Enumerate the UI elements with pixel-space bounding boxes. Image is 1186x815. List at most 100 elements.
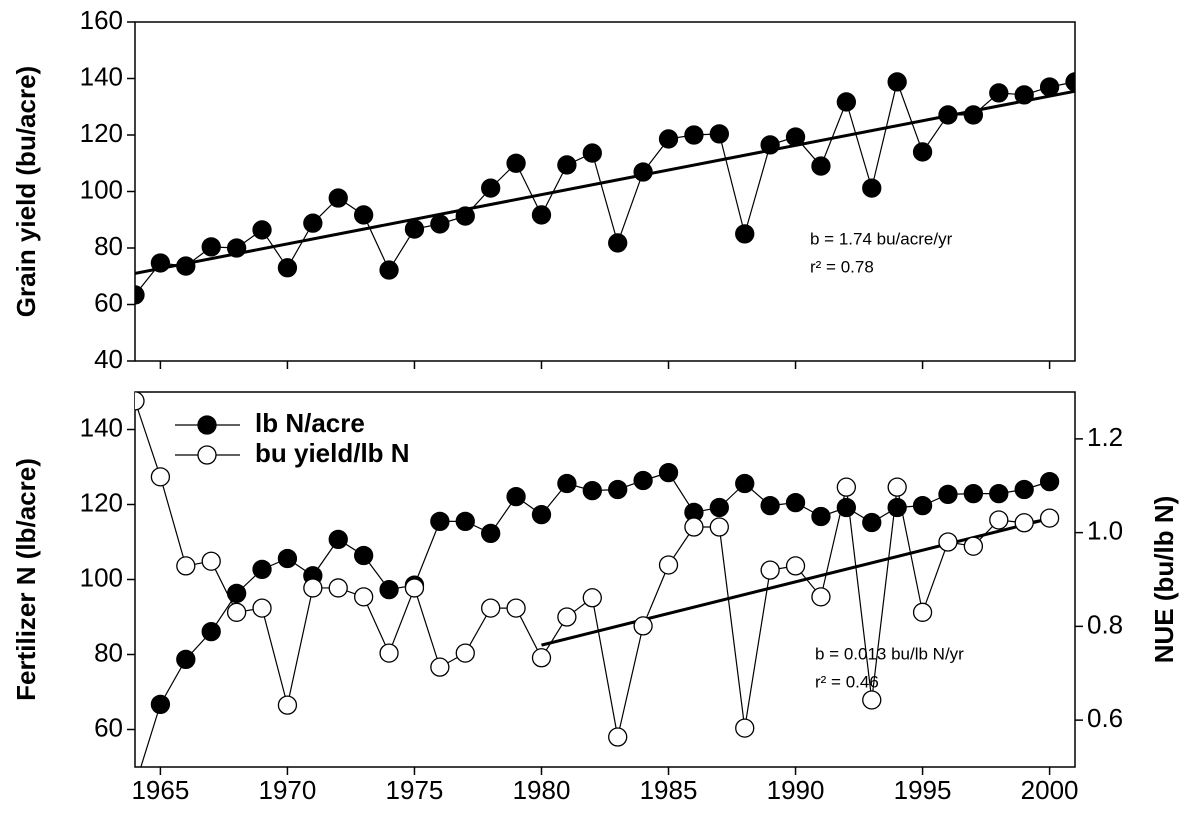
x-tick-label: 1965 <box>131 775 189 805</box>
data-point <box>709 497 729 518</box>
y-tick-label: 140 <box>80 61 123 91</box>
data-point <box>557 155 577 175</box>
data-point <box>735 224 755 244</box>
data-point <box>608 479 628 500</box>
data-point <box>785 492 806 513</box>
data-point <box>277 258 298 278</box>
annotation: b = 0.013 bu/lb N/yr <box>815 644 964 663</box>
y-axis-title: Grain yield (bu/acre) <box>11 66 41 317</box>
data-point <box>226 238 247 258</box>
data-point <box>887 72 907 92</box>
data-point <box>1039 508 1060 528</box>
y-tick-label: 120 <box>80 118 123 148</box>
data-point <box>912 495 933 516</box>
data-point <box>226 602 247 622</box>
data-point <box>811 156 831 176</box>
data-point <box>379 260 399 280</box>
data-point <box>912 142 933 162</box>
data-point <box>135 392 145 411</box>
data-point <box>963 105 984 125</box>
data-point <box>303 578 323 598</box>
annotation: r² = 0.78 <box>810 257 874 276</box>
data-point <box>938 105 958 125</box>
data-point <box>1014 479 1034 500</box>
data-point <box>938 484 958 505</box>
data-point <box>963 483 984 504</box>
data-point <box>1039 77 1060 97</box>
y-tick-label: 60 <box>94 712 123 742</box>
data-point <box>658 555 679 575</box>
x-tick-label: 1970 <box>259 775 317 805</box>
series-line <box>135 79 1075 296</box>
data-point <box>430 657 450 677</box>
data-point <box>506 486 526 507</box>
data-point <box>226 583 247 604</box>
data-point <box>760 560 780 580</box>
legend-marker <box>197 445 217 465</box>
data-point <box>353 205 374 225</box>
data-point <box>481 178 501 198</box>
x-tick-label: 1990 <box>767 775 825 805</box>
data-point <box>989 83 1009 103</box>
data-point <box>760 495 780 516</box>
data-point <box>252 220 272 240</box>
data-point <box>201 237 221 257</box>
data-point <box>785 556 806 576</box>
data-point <box>506 153 526 173</box>
data-point <box>1039 471 1060 492</box>
y-tick-label: 100 <box>80 562 123 592</box>
data-point <box>176 556 196 576</box>
annotation: r² = 0.46 <box>815 672 879 691</box>
data-point <box>836 497 857 518</box>
data-point <box>150 467 171 487</box>
x-tick-label: 1980 <box>513 775 571 805</box>
x-tick-label: 1975 <box>386 775 444 805</box>
data-point <box>862 690 882 710</box>
y2-tick-label: 1.0 <box>1087 516 1123 546</box>
y-tick-label: 80 <box>94 637 123 667</box>
y-tick-label: 120 <box>80 487 123 517</box>
data-point <box>201 621 221 642</box>
data-point <box>887 497 907 518</box>
data-point <box>608 727 628 747</box>
data-point <box>735 718 755 738</box>
y2-tick-label: 1.2 <box>1087 422 1123 452</box>
data-point <box>176 256 196 276</box>
data-point <box>709 517 729 537</box>
data-point <box>531 504 552 525</box>
data-point <box>455 206 475 226</box>
data-point <box>582 588 602 608</box>
data-point <box>633 470 653 491</box>
data-point <box>201 551 221 571</box>
data-point <box>328 578 348 598</box>
data-point <box>150 694 171 715</box>
data-point <box>684 517 704 537</box>
data-point <box>379 643 399 663</box>
data-point <box>353 587 374 607</box>
legend-label: bu yield/lb N <box>255 438 410 468</box>
data-point <box>862 178 882 198</box>
data-point <box>379 579 399 600</box>
data-point <box>277 548 298 569</box>
data-point <box>684 125 704 145</box>
data-point <box>430 511 450 532</box>
data-point <box>608 233 628 253</box>
data-point <box>176 649 196 670</box>
data-point <box>658 462 679 483</box>
data-point <box>135 285 145 305</box>
data-point <box>303 213 323 233</box>
data-point <box>252 559 272 580</box>
data-point <box>811 587 831 607</box>
data-point <box>1014 85 1034 105</box>
y-tick-label: 80 <box>94 231 123 261</box>
data-point <box>404 578 425 598</box>
data-point <box>506 598 526 618</box>
series-line <box>140 471 1050 767</box>
y2-axis-title: NUE (bu/lb N) <box>1149 496 1179 664</box>
trend-line <box>541 517 1050 647</box>
data-point <box>481 523 501 544</box>
y-tick-label: 140 <box>80 412 123 442</box>
data-point <box>1065 72 1075 92</box>
data-point <box>811 506 831 527</box>
